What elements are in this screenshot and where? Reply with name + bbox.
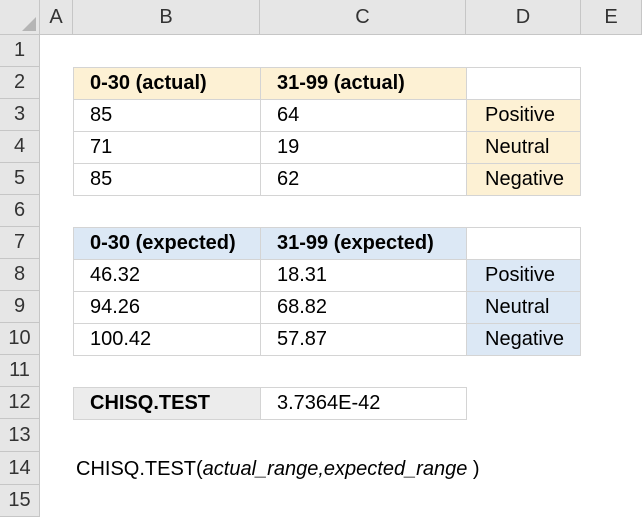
expected-header-b[interactable]: 0-30 (expected) — [73, 227, 261, 260]
function-syntax: CHISQ.TEST(actual_range, expected_range ) — [76, 453, 480, 485]
actual-cell-c5[interactable]: 62 — [260, 163, 467, 196]
expected-cell-c8[interactable]: 18.31 — [260, 259, 467, 292]
syntax-arg-actual-range: actual_range — [202, 457, 319, 480]
expected-cell-c10[interactable]: 57.87 — [260, 323, 467, 356]
row-header-6[interactable]: 6 — [0, 195, 40, 227]
row-header-4[interactable]: 4 — [0, 131, 40, 163]
expected-header-c[interactable]: 31-99 (expected) — [260, 227, 467, 260]
chisq-label-cell[interactable]: CHISQ.TEST — [73, 387, 261, 420]
row-header-7[interactable]: 7 — [0, 227, 40, 259]
expected-cell-b8[interactable]: 46.32 — [73, 259, 261, 292]
row-header-8[interactable]: 8 — [0, 259, 40, 291]
row-header-13[interactable]: 13 — [0, 419, 40, 452]
actual-label-d3[interactable]: Positive — [466, 99, 581, 132]
actual-cell-b4[interactable]: 71 — [73, 131, 261, 164]
row-header-3[interactable]: 3 — [0, 99, 40, 131]
expected-cell-b9[interactable]: 94.26 — [73, 291, 261, 324]
row-header-2[interactable]: 2 — [0, 67, 40, 99]
column-header-c[interactable]: C — [260, 0, 466, 35]
row-header-5[interactable]: 5 — [0, 163, 40, 195]
actual-header-c[interactable]: 31-99 (actual) — [260, 67, 467, 100]
actual-cell-b3[interactable]: 85 — [73, 99, 261, 132]
expected-label-d8[interactable]: Positive — [466, 259, 581, 292]
actual-cell-c4[interactable]: 19 — [260, 131, 467, 164]
column-header-b[interactable]: B — [73, 0, 260, 35]
row-header-10[interactable]: 10 — [0, 323, 40, 355]
row-header-1[interactable]: 1 — [0, 35, 40, 67]
expected-label-d10[interactable]: Negative — [466, 323, 581, 356]
row-header-14[interactable]: 14 — [0, 452, 40, 485]
column-header-a[interactable]: A — [40, 0, 73, 35]
syntax-arg-expected-range: expected_range — [323, 457, 468, 480]
column-header-e[interactable]: E — [581, 0, 642, 35]
actual-header-b[interactable]: 0-30 (actual) — [73, 67, 261, 100]
select-all-corner[interactable] — [0, 0, 40, 35]
syntax-function: CHISQ.TEST( — [76, 457, 203, 480]
row-header-12[interactable]: 12 — [0, 387, 40, 419]
chisq-result-cell[interactable]: 3.7364E-42 — [260, 387, 467, 420]
column-header-d[interactable]: D — [466, 0, 581, 35]
row-header-9[interactable]: 9 — [0, 291, 40, 323]
actual-cell-c3[interactable]: 64 — [260, 99, 467, 132]
actual-label-d5[interactable]: Negative — [466, 163, 581, 196]
select-all-icon — [22, 17, 36, 31]
actual-cell-b5[interactable]: 85 — [73, 163, 261, 196]
actual-label-d4[interactable]: Neutral — [466, 131, 581, 164]
syntax-close: ) — [467, 457, 480, 480]
actual-header-d[interactable] — [466, 67, 581, 100]
syntax-separator: , — [318, 457, 324, 480]
expected-cell-c9[interactable]: 68.82 — [260, 291, 467, 324]
row-header-15[interactable]: 15 — [0, 485, 40, 517]
expected-header-d[interactable] — [466, 227, 581, 260]
expected-cell-b10[interactable]: 100.42 — [73, 323, 261, 356]
expected-label-d9[interactable]: Neutral — [466, 291, 581, 324]
row-header-11[interactable]: 11 — [0, 355, 40, 387]
